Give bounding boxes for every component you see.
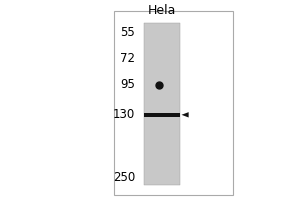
Text: Hela: Hela <box>148 4 176 17</box>
Polygon shape <box>182 112 189 117</box>
Text: 130: 130 <box>113 108 135 121</box>
Text: 95: 95 <box>120 78 135 91</box>
Text: 250: 250 <box>113 171 135 184</box>
Bar <box>144 113 180 117</box>
Bar <box>144 23 180 185</box>
Text: 55: 55 <box>120 26 135 39</box>
Text: 72: 72 <box>120 52 135 65</box>
Bar <box>114 11 233 195</box>
